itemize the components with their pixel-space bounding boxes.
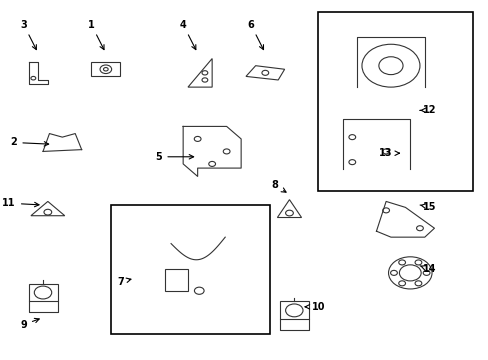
Text: 4: 4 xyxy=(180,19,195,50)
Bar xyxy=(165,269,187,291)
Text: 12: 12 xyxy=(419,105,435,115)
Bar xyxy=(91,62,120,76)
Text: 1: 1 xyxy=(88,19,104,50)
Bar xyxy=(279,301,308,319)
Text: 9: 9 xyxy=(20,318,39,330)
Text: 14: 14 xyxy=(419,264,435,274)
Text: 10: 10 xyxy=(305,302,325,312)
Text: 6: 6 xyxy=(247,19,263,50)
Text: 5: 5 xyxy=(155,152,193,162)
Text: 11: 11 xyxy=(2,198,39,208)
Text: 15: 15 xyxy=(419,202,435,212)
Text: 7: 7 xyxy=(117,277,131,287)
Text: 2: 2 xyxy=(11,138,49,148)
Bar xyxy=(318,12,472,191)
Text: 3: 3 xyxy=(20,19,36,50)
Bar xyxy=(28,284,58,301)
Text: 13: 13 xyxy=(379,148,399,158)
Bar xyxy=(110,205,269,334)
Text: 8: 8 xyxy=(271,180,285,192)
